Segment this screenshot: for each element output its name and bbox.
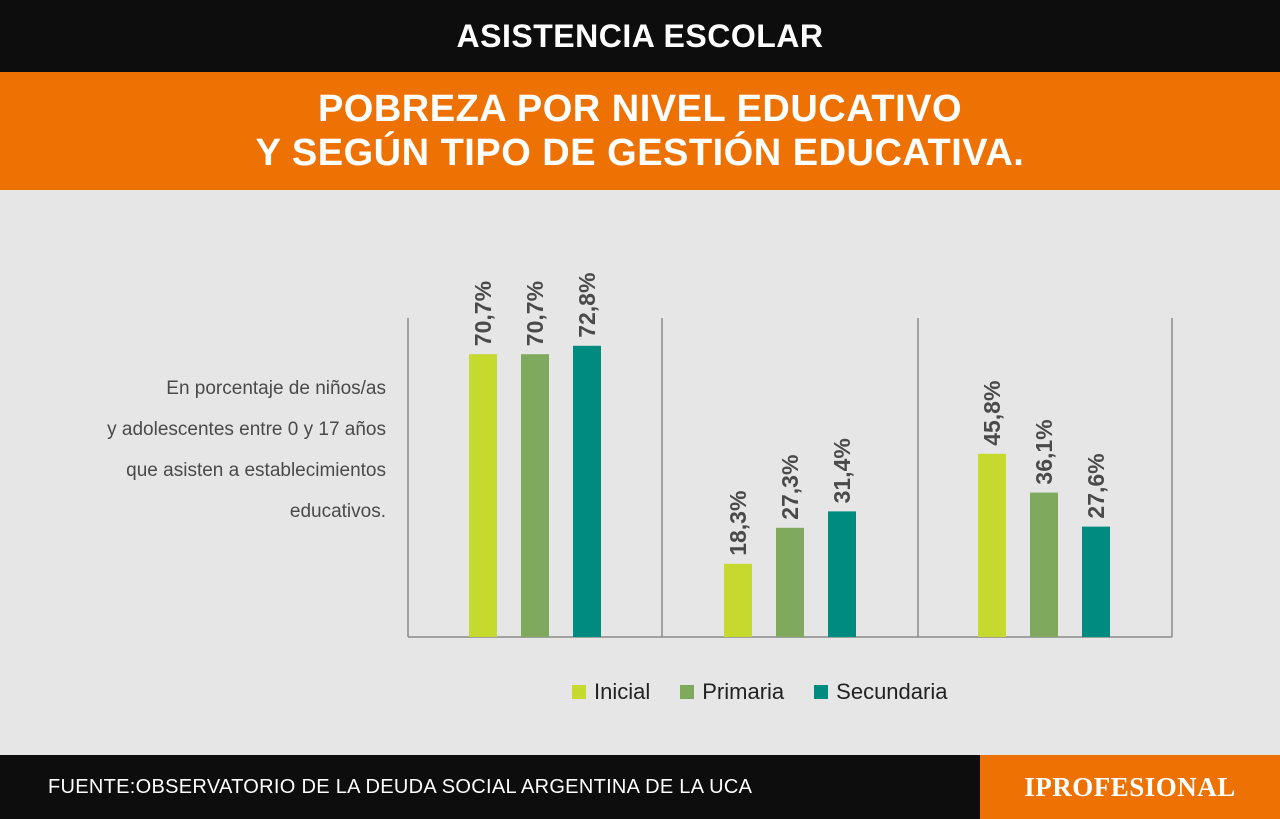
source-text: FUENTE:OBSERVATORIO DE LA DEUDA SOCIAL A… <box>48 775 753 798</box>
section-title: ASISTENCIA ESCOLAR <box>456 17 824 54</box>
title-banner: POBREZA POR NIVEL EDUCATIVO Y SEGÚN TIPO… <box>0 72 1280 190</box>
chart-title-line1: POBREZA POR NIVEL EDUCATIVO <box>317 88 963 130</box>
data-label-inicial-1: 70,7% <box>470 281 496 346</box>
section-header: ASISTENCIA ESCOLAR <box>0 0 1280 72</box>
legend-item-inicial: Inicial <box>572 679 650 705</box>
description-line4: educativos. <box>289 501 386 522</box>
chart-bars <box>469 345 1110 637</box>
legend-swatch-secundaria <box>814 685 829 699</box>
legend-swatch-inicial <box>572 685 586 699</box>
description-line2: y adolescentes entre 0 y 17 años <box>107 419 386 440</box>
bar-primaria-3 <box>1030 492 1058 637</box>
bar-primaria-2 <box>776 527 804 637</box>
description-line3: que asisten a establecimientos <box>126 460 386 481</box>
legend-item-primaria: Primaria <box>680 679 784 705</box>
chart-legend: Inicial Primaria Secundaria <box>572 677 977 707</box>
legend-label-secundaria: Secundaria <box>836 679 948 704</box>
legend-label-primaria: Primaria <box>702 679 785 704</box>
bar-inicial-1 <box>469 354 497 637</box>
bar-chart: 70,7% 18,3% 45,8% 70,7% 27,3% 36,1% 72,8% 31,4%… <box>407 273 1173 638</box>
data-label-inicial-3: 45,8% <box>979 381 1005 446</box>
bar-secundaria-3 <box>1082 526 1110 637</box>
data-label-secundaria-3: 27,6% <box>1083 453 1109 518</box>
data-label-primaria-3: 36,1% <box>1031 419 1057 484</box>
data-label-secundaria-2: 31,4% <box>829 438 855 503</box>
description-line1: En porcentaje de niños/as <box>166 378 386 399</box>
footer: FUENTE:OBSERVATORIO DE LA DEUDA SOCIAL A… <box>0 755 1280 819</box>
bar-inicial-3 <box>978 453 1006 637</box>
data-label-inicial-2: 18,3% <box>725 491 751 556</box>
bar-primaria-1 <box>521 354 549 637</box>
brand-logo: IPROFESIONAL <box>980 755 1280 819</box>
legend-swatch-primaria <box>680 685 695 699</box>
chart-description: En porcentaje de niños/as y adolescentes… <box>40 368 386 532</box>
bar-inicial-2 <box>724 563 752 637</box>
data-label-secundaria-1: 72,8% <box>574 273 600 338</box>
legend-label-inicial: Inicial <box>594 679 651 704</box>
bar-secundaria-2 <box>828 511 856 637</box>
legend-item-secundaria: Secundaria <box>814 679 947 705</box>
data-label-primaria-1: 70,7% <box>522 281 548 346</box>
chart-title-line2: Y SEGÚN TIPO DE GESTIÓN EDUCATIVA. <box>255 132 1025 174</box>
chart-data-labels: 70,7% 18,3% 45,8% 70,7% 27,3% 36,1% 72,8% 31,4%… <box>470 273 1109 556</box>
bar-secundaria-1 <box>573 345 601 637</box>
data-label-primaria-2: 27,3% <box>777 455 803 520</box>
